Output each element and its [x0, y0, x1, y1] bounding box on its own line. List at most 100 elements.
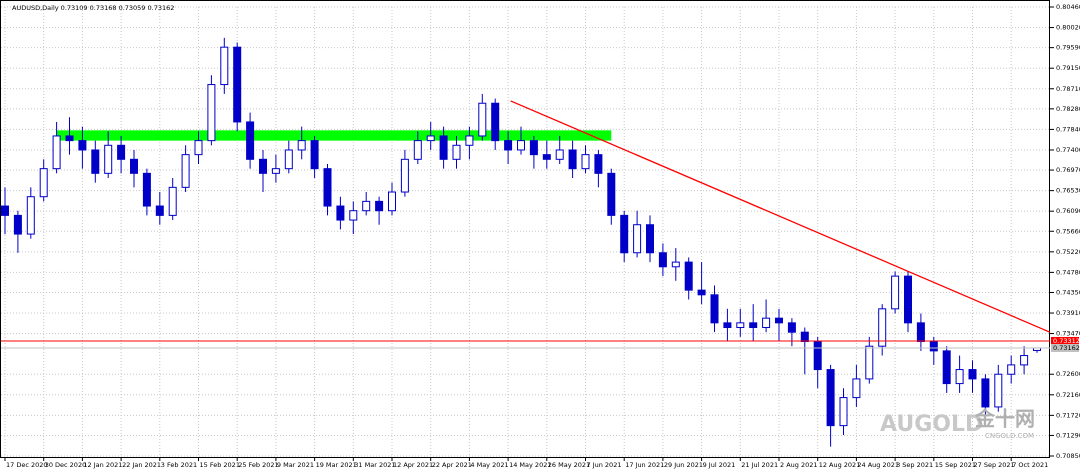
candle-body — [142, 172, 151, 207]
x-tick-label: 22 Apr 2021 — [432, 461, 472, 469]
candle-body — [78, 140, 87, 151]
x-tick-label: 30 Dec 2020 — [45, 461, 87, 469]
candle-body — [542, 154, 551, 160]
candle-body — [813, 341, 822, 371]
x-tick-label: 12 Jan 2021 — [83, 461, 122, 469]
level-line-box — [1051, 336, 1079, 345]
candle-body — [284, 149, 293, 170]
x-tick-label: 7 Oct 2021 — [1012, 461, 1048, 469]
candle-body — [26, 196, 35, 235]
watermark: 金十网 — [974, 407, 1035, 431]
candle-body — [297, 140, 306, 151]
candle-body — [91, 149, 100, 174]
bid-line-label: 0.73162 — [1053, 344, 1080, 352]
candle-body — [375, 200, 384, 212]
candle-body — [800, 331, 809, 343]
candle-body — [413, 140, 422, 160]
x-tick-label: 12 Apr 2021 — [393, 461, 433, 469]
candle-body — [65, 135, 74, 142]
candle-body — [555, 149, 564, 160]
candle-body — [904, 275, 912, 324]
candle-body — [271, 168, 280, 174]
candle-body — [942, 350, 951, 385]
x-tick-label: 22 Jan 2021 — [122, 461, 161, 469]
candle-body — [891, 275, 900, 310]
candle-body — [207, 84, 216, 142]
candle-body — [13, 214, 22, 235]
x-tick-label: 3 Feb 2021 — [161, 461, 197, 469]
x-tick-label: 29 Jun 2021 — [664, 461, 703, 469]
candle-body — [697, 289, 706, 296]
x-tick-label: 17 Dec 2020 — [6, 461, 48, 469]
support-zone — [56, 130, 612, 141]
candle-body — [323, 168, 332, 207]
candle-body — [646, 224, 654, 254]
candle-body — [968, 369, 977, 380]
candle-body — [310, 140, 319, 170]
candle-body — [955, 369, 964, 385]
x-tick-label: 9 Mar 2021 — [277, 461, 314, 469]
candle-body — [491, 102, 500, 142]
x-tick-label: 15 Sep 2021 — [935, 461, 976, 469]
x-tick-label: 4 May 2021 — [470, 461, 508, 469]
candle-body — [1, 205, 9, 216]
candle-body — [723, 322, 732, 329]
x-tick-label: 31 Mar 2021 — [354, 461, 395, 469]
trend-line — [510, 100, 1051, 333]
bid-line-box — [1051, 343, 1079, 352]
x-tick-label: 17 Jun 2021 — [625, 461, 664, 469]
x-tick-label: 3 Sep 2021 — [896, 461, 933, 469]
candle-body — [388, 191, 396, 212]
candle-body — [259, 158, 267, 174]
candle-body — [439, 135, 448, 160]
candle-body — [39, 168, 48, 198]
level-line-label: 0.73312 — [1053, 337, 1080, 345]
watermark: CNGOLD.COM — [985, 432, 1034, 440]
candle-body — [865, 345, 874, 380]
watermark: AUGOLD — [880, 412, 983, 437]
candle-body — [929, 341, 938, 352]
candle-body — [220, 46, 229, 86]
candle-body — [400, 158, 409, 193]
candle-body — [658, 252, 667, 268]
candle-body — [155, 205, 164, 216]
plot-frame — [0, 0, 1050, 458]
candle-body — [620, 214, 629, 254]
candle-body — [826, 369, 835, 427]
candle-body — [710, 294, 719, 324]
chart-header: AUDUSD,Daily 0.73109 0.73168 0.73059 0.7… — [12, 4, 174, 12]
candle-body — [517, 140, 525, 151]
x-tick-label: 15 Feb 2021 — [200, 461, 240, 469]
candle-body — [452, 144, 461, 160]
candle-body — [465, 135, 474, 146]
candle-body — [749, 322, 758, 329]
candle-body — [168, 186, 177, 216]
x-tick-label: 14 May 2021 — [509, 461, 551, 469]
candle-body — [594, 154, 603, 174]
candle-body — [775, 317, 783, 324]
candle-body — [916, 322, 925, 343]
candle-body — [684, 261, 693, 291]
candle-body — [994, 373, 1003, 408]
candle-body — [181, 154, 190, 188]
candle-body — [581, 154, 590, 170]
candle-body — [194, 140, 203, 156]
candle-body — [336, 205, 345, 221]
candle-body — [981, 378, 990, 408]
x-tick-label: 2 Aug 2021 — [780, 461, 818, 469]
